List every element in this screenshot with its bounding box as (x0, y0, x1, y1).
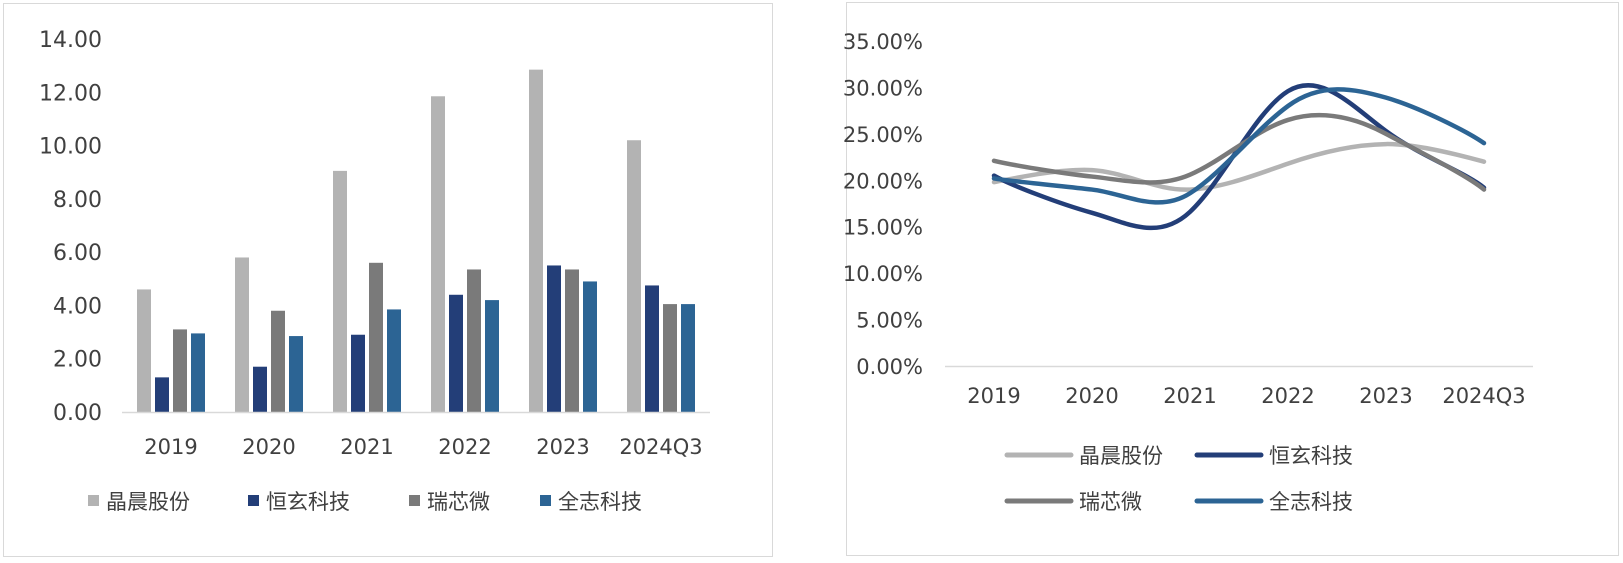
x-tick-label: 2023 (1359, 384, 1412, 408)
legend-label: 晶晨股份 (106, 490, 190, 514)
x-tick-label: 2020 (1065, 384, 1118, 408)
x-tick-label: 2024Q3 (619, 435, 702, 459)
bar (467, 269, 481, 412)
bar-chart-panel: 0.00 2.00 4.00 6.00 8.00 10.00 12.00 14.00 2019 2… (3, 3, 773, 557)
legend-swatch (540, 495, 551, 506)
bar (583, 281, 597, 412)
x-tick-label: 2019 (144, 435, 197, 459)
bar (681, 304, 695, 412)
series-line (991, 112, 1487, 192)
x-tick-label: 2024Q3 (1442, 384, 1525, 408)
bar (137, 289, 151, 412)
legend-label: 瑞芯微 (427, 490, 490, 514)
bar (369, 262, 383, 412)
y-tick-label: 0.00% (856, 355, 923, 379)
y-tick-label: 10.00 (39, 135, 102, 160)
y-tick-label: 0.00 (53, 401, 102, 426)
y-tick-label: 35.00% (843, 30, 923, 54)
bar (645, 285, 659, 412)
y-tick-label: 6.00 (53, 241, 102, 266)
y-tick-label: 25.00% (843, 123, 923, 147)
bar (627, 140, 641, 412)
y-tick-label: 10.00% (843, 262, 923, 286)
legend-label: 恒玄科技 (1269, 444, 1353, 468)
y-tick-label: 2.00 (53, 348, 102, 373)
bar (565, 269, 579, 412)
bar (449, 294, 463, 412)
bar (351, 334, 365, 412)
y-tick-label: 5.00% (856, 309, 923, 333)
y-tick-label: 12.00 (39, 81, 102, 106)
bar (485, 300, 499, 412)
legend-swatch (88, 495, 99, 506)
x-tick-label: 2022 (438, 435, 491, 459)
legend-swatch (409, 495, 420, 506)
line-chart: 0.00% 5.00% 10.00% 15.00% 20.00% 25.00% 30.00%… (843, 30, 1533, 514)
legend-label: 晶晨股份 (1079, 444, 1163, 468)
x-tick-label: 2023 (536, 435, 589, 459)
x-tick-label: 2020 (242, 435, 295, 459)
x-tick-label: 2021 (340, 435, 393, 459)
legend-swatch (248, 495, 259, 506)
x-tick-label: 2022 (1261, 384, 1314, 408)
x-tick-label: 2021 (1163, 384, 1216, 408)
bar (155, 377, 169, 412)
y-tick-label: 8.00 (53, 188, 102, 213)
bar (253, 366, 267, 412)
bar (333, 170, 347, 412)
legend-label: 瑞芯微 (1079, 490, 1142, 514)
legend-label: 全志科技 (1269, 490, 1353, 514)
bar (663, 304, 677, 412)
bar (173, 329, 187, 412)
legend-label: 全志科技 (558, 490, 642, 514)
line-chart-panel: 0.00% 5.00% 10.00% 15.00% 20.00% 25.00% 30.00%… (843, 2, 1619, 556)
bar (191, 333, 205, 412)
bar-chart: 0.00 2.00 4.00 6.00 8.00 10.00 12.00 14.00 2019 2… (39, 28, 710, 514)
bar (289, 336, 303, 412)
bar (271, 310, 285, 412)
bar (431, 96, 445, 413)
y-tick-label: 20.00% (843, 169, 923, 193)
bar (235, 257, 249, 412)
bar (529, 69, 543, 412)
series-line (991, 87, 1487, 205)
y-tick-label: 14.00 (39, 28, 102, 53)
legend-label: 恒玄科技 (266, 490, 350, 514)
y-tick-label: 15.00% (843, 216, 923, 240)
series-line (991, 141, 1487, 192)
y-tick-label: 30.00% (843, 76, 923, 100)
bar (387, 309, 401, 412)
x-tick-label: 2019 (967, 384, 1020, 408)
y-tick-label: 4.00 (53, 294, 102, 319)
bar (547, 265, 561, 412)
